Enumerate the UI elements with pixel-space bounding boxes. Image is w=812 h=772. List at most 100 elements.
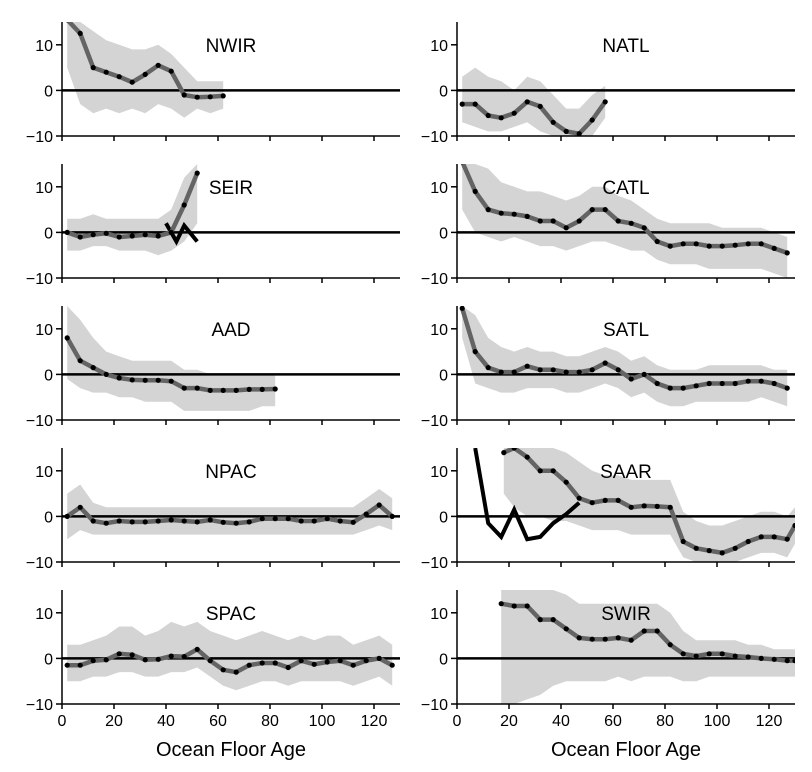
data-point-npac	[246, 519, 252, 525]
data-point-nwir	[207, 94, 213, 100]
plot-area-seir	[62, 164, 400, 256]
y-tick-label-npac: 10	[35, 464, 53, 481]
data-point-satl	[732, 380, 738, 387]
uncertainty-band-spac	[67, 621, 393, 691]
x-tick-label-spac: 100	[309, 713, 336, 730]
data-point-spac	[129, 652, 135, 658]
data-point-aad	[90, 365, 96, 371]
data-point-spac	[285, 664, 291, 671]
x-tick-label-spac: 80	[261, 713, 279, 730]
panel-catl: −10 0 10 CATL	[421, 164, 795, 288]
panel-aad: −10 0 10 AAD	[26, 306, 400, 430]
data-point-npac	[116, 518, 122, 524]
y-tick-label-swir: 10	[430, 606, 448, 623]
data-point-catl	[615, 218, 621, 224]
data-point-aad	[233, 387, 239, 393]
data-point-aad	[246, 386, 252, 392]
data-point-npac	[64, 513, 70, 520]
data-point-catl	[693, 241, 699, 247]
data-point-spac	[246, 662, 252, 668]
data-point-saar	[511, 448, 517, 451]
data-point-nwir	[77, 30, 83, 36]
data-point-spac	[181, 654, 187, 660]
data-point-catl	[602, 207, 608, 213]
y-tick-label-satl: −10	[421, 413, 448, 430]
y-tick-label-npac: 0	[44, 509, 53, 526]
data-point-spac	[350, 662, 356, 668]
plot-area-catl	[457, 164, 795, 278]
data-point-nwir	[90, 65, 96, 71]
data-point-satl	[667, 385, 673, 391]
data-point-saar	[758, 534, 764, 540]
panel-title-saar: SAAR	[600, 462, 652, 483]
data-point-spac	[220, 667, 226, 673]
data-point-nwir	[168, 68, 174, 74]
data-point-satl	[537, 367, 543, 373]
data-point-swir	[680, 651, 686, 657]
data-point-catl	[628, 220, 634, 226]
data-point-natl	[602, 99, 608, 105]
data-point-npac	[259, 516, 265, 522]
data-point-nwir	[129, 79, 135, 85]
plot-area-nwir	[62, 22, 400, 118]
uncertainty-band-satl	[462, 306, 788, 407]
data-point-spac	[272, 660, 278, 666]
data-point-satl	[719, 380, 725, 387]
data-point-catl	[771, 245, 777, 251]
data-point-saar	[654, 503, 660, 509]
panel-natl: −10 0 10 NATL	[421, 22, 795, 146]
data-point-natl	[498, 115, 504, 121]
y-tick-label-catl: −10	[421, 271, 448, 288]
y-tick-label-saar: 0	[439, 509, 448, 526]
data-point-aad	[207, 387, 213, 393]
data-point-npac	[90, 518, 96, 524]
y-tick-label-swir: −10	[421, 697, 448, 714]
data-point-satl	[589, 367, 595, 373]
data-point-npac	[207, 517, 213, 523]
plot-area-satl	[457, 306, 795, 407]
data-point-aad	[155, 377, 161, 383]
data-point-catl	[719, 243, 725, 249]
data-point-satl	[485, 365, 491, 371]
data-point-satl	[784, 385, 790, 391]
data-point-aad	[168, 378, 174, 384]
data-point-catl	[706, 243, 712, 249]
panel-satl: −10 0 10 SATL	[421, 306, 795, 430]
data-point-satl	[628, 376, 634, 382]
data-point-npac	[129, 519, 135, 525]
data-point-npac	[376, 502, 382, 508]
data-point-natl	[589, 117, 595, 123]
data-point-catl	[758, 241, 764, 247]
y-tick-label-seir: 10	[35, 180, 53, 197]
data-point-seir	[64, 229, 70, 235]
data-point-swir	[524, 603, 530, 609]
plot-area-saar	[457, 448, 795, 562]
x-tick-label-swir: 120	[756, 713, 783, 730]
data-point-satl	[654, 380, 660, 387]
data-point-spac	[64, 662, 70, 668]
data-point-satl	[641, 371, 647, 377]
data-point-seir	[155, 233, 161, 239]
data-point-saar	[745, 538, 751, 545]
y-tick-label-natl: −10	[421, 129, 448, 146]
data-point-catl	[563, 225, 569, 231]
data-point-aad	[129, 377, 135, 383]
data-point-satl	[693, 383, 699, 389]
data-point-spac	[376, 655, 382, 662]
x-tick-label-spac: 120	[361, 713, 388, 730]
data-point-swir	[615, 635, 621, 641]
data-point-satl	[550, 367, 556, 373]
data-point-catl	[472, 188, 478, 194]
data-point-nwir	[142, 71, 148, 77]
data-point-saar	[693, 545, 699, 551]
data-point-swir	[602, 636, 608, 642]
panel-seir: −10 0 10 SEIR	[26, 164, 400, 288]
y-tick-label-seir: −10	[26, 271, 53, 288]
data-point-aad	[103, 371, 109, 377]
data-point-nwir	[181, 92, 187, 98]
data-point-satl	[602, 360, 608, 366]
data-point-seir	[168, 229, 174, 235]
